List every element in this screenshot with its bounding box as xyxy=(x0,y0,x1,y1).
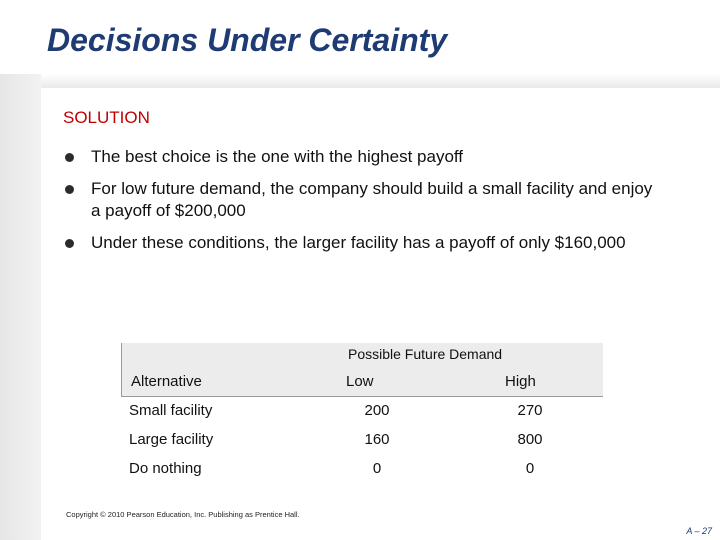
solution-heading: SOLUTION xyxy=(63,108,150,127)
slide-frame-top xyxy=(0,74,720,88)
bullet-item: Under these conditions, the larger facil… xyxy=(63,232,663,254)
bullet-dot-icon xyxy=(65,185,74,194)
group-header: Possible Future Demand xyxy=(348,346,503,362)
bullet-dot-icon xyxy=(65,239,74,248)
table-header-background xyxy=(121,343,603,397)
bullet-item: The best choice is the one with the high… xyxy=(63,146,663,168)
cell-nothing-high: 0 xyxy=(525,460,535,477)
row-label-small-facility: Small facility xyxy=(129,402,213,419)
bullet-text: For low future demand, the company shoul… xyxy=(91,179,653,220)
page-number: A – 27 xyxy=(686,526,712,536)
cell-nothing-low: 0 xyxy=(372,460,382,477)
slide-frame-left xyxy=(0,74,41,540)
cell-large-high: 800 xyxy=(517,431,543,448)
bullet-list: The best choice is the one with the high… xyxy=(63,146,663,264)
bullet-text: Under these conditions, the larger facil… xyxy=(91,233,626,252)
copyright-notice: Copyright © 2010 Pearson Education, Inc.… xyxy=(66,510,300,519)
column-header-low: Low xyxy=(346,373,374,390)
row-label-do-nothing: Do nothing xyxy=(129,460,202,477)
bullet-text: The best choice is the one with the high… xyxy=(91,147,464,166)
cell-small-high: 270 xyxy=(517,402,543,419)
row-label-large-facility: Large facility xyxy=(129,431,214,448)
column-header-alternative: Alternative xyxy=(131,373,202,390)
slide-title: Decisions Under Certainty xyxy=(47,22,448,58)
content-panel xyxy=(41,88,720,540)
bullet-item: For low future demand, the company shoul… xyxy=(63,178,663,222)
bullet-dot-icon xyxy=(65,153,74,162)
column-header-high: High xyxy=(505,373,536,390)
cell-small-low: 200 xyxy=(364,402,390,419)
cell-large-low: 160 xyxy=(364,431,390,448)
